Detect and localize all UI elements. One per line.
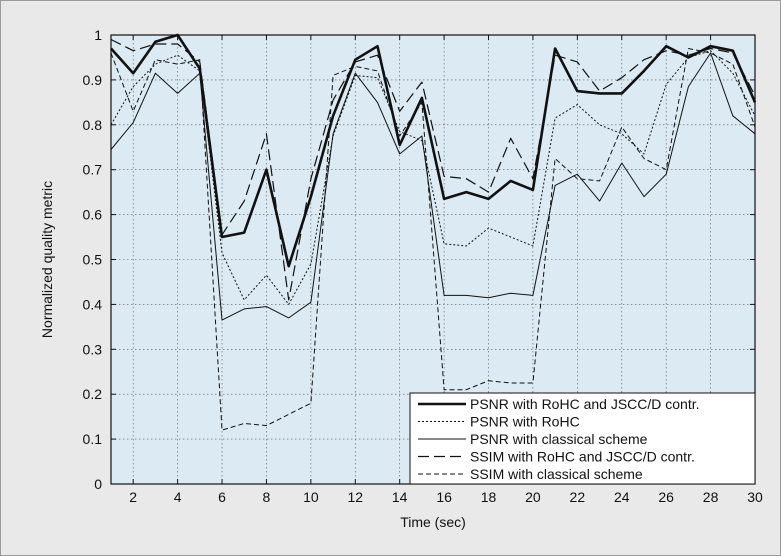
y-tick-label: 0.6 xyxy=(83,207,103,223)
x-tick-label: 22 xyxy=(570,489,586,505)
x-tick-label: 30 xyxy=(747,489,763,505)
y-tick-label: 0 xyxy=(94,476,102,492)
y-tick-label: 0.9 xyxy=(83,72,103,88)
legend-label: PSNR with RoHC and JSCC/D contr. xyxy=(470,396,700,412)
x-tick-label: 26 xyxy=(658,489,674,505)
series-line-1 xyxy=(110,33,757,268)
y-tick-label: 0.3 xyxy=(83,341,103,357)
y-tick-label: 0.5 xyxy=(83,252,103,268)
x-tick-label: 4 xyxy=(174,489,182,505)
legend-label: PSNR with classical scheme xyxy=(470,431,648,447)
x-tick-label: 20 xyxy=(525,489,541,505)
legend-label: SSIM with classical scheme xyxy=(470,466,643,482)
x-tick-label: 16 xyxy=(436,489,452,505)
y-tick-label: 0.4 xyxy=(83,296,103,312)
y-tick-label: 1 xyxy=(94,27,102,43)
y-tick-label: 0.1 xyxy=(83,431,103,447)
y-tick-label: 0.7 xyxy=(83,162,103,178)
legend-box xyxy=(409,392,756,485)
x-tick-label: 14 xyxy=(392,489,408,505)
series-lines xyxy=(110,33,757,431)
x-tick-label: 12 xyxy=(347,489,363,505)
x-tick-label: 28 xyxy=(703,489,719,505)
x-tick-label: 10 xyxy=(303,489,319,505)
legend: PSNR with RoHC and JSCC/D contr. PSNR wit… xyxy=(409,392,756,485)
series-line-2 xyxy=(110,50,756,305)
y-tick-label: 0.8 xyxy=(83,117,103,133)
x-tick-label: 8 xyxy=(263,489,271,505)
x-tick-label: 6 xyxy=(218,489,226,505)
x-tick-label: 18 xyxy=(481,489,497,505)
y-axis-ticks: 0 0.1 0.2 0.3 0.4 0.5 0.6 0.7 0.8 0.9 1 xyxy=(83,27,755,492)
series-line-3 xyxy=(110,52,756,321)
x-tick-label: 2 xyxy=(129,489,137,505)
y-tick-label: 0.2 xyxy=(83,386,103,402)
legend-label: SSIM with RoHC and JSCC/D contr. xyxy=(470,449,695,465)
y-axis-label: Normalized quality metric xyxy=(39,181,55,338)
legend-label: PSNR with RoHC xyxy=(470,414,580,430)
x-axis-ticks: 2 4 6 8 10 12 14 16 18 20 22 24 26 28 30 xyxy=(129,35,763,505)
series-line-5 xyxy=(110,48,756,431)
x-tick-label: 24 xyxy=(614,489,630,505)
x-axis-label: Time (sec) xyxy=(400,514,466,530)
